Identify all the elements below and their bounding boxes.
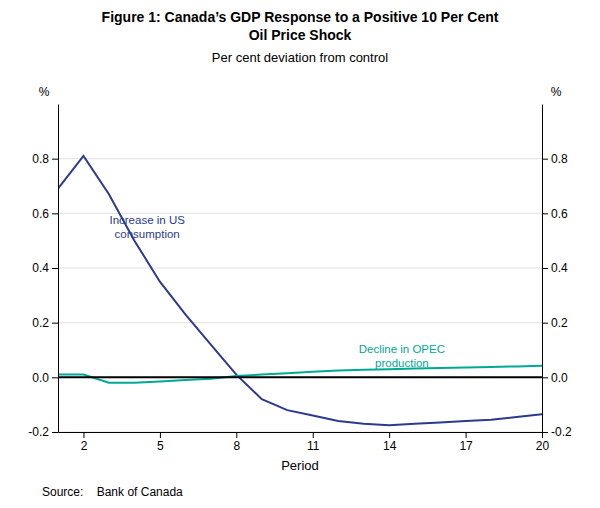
- title-line: Figure 1: Canada’s GDP Response to a Pos…: [102, 9, 499, 25]
- title-line: Oil Price Shock: [249, 27, 352, 43]
- grid: [58, 159, 542, 432]
- tick: 0.6: [32, 207, 58, 221]
- tick-label: 17: [459, 439, 473, 453]
- tick-label: 0.0: [551, 371, 568, 385]
- plot-area: [58, 156, 542, 425]
- tick: -0.2: [28, 425, 58, 439]
- tick-label: 5: [157, 439, 164, 453]
- tick-label: 0.0: [32, 371, 49, 385]
- tick-mark: [542, 268, 548, 269]
- tick-label: 0.6: [551, 207, 568, 221]
- tick-label: -0.2: [28, 425, 49, 439]
- tick: 17: [459, 432, 473, 453]
- grid-line: [58, 377, 542, 378]
- tick-label: 11: [307, 439, 320, 453]
- tick: 11: [307, 432, 320, 453]
- grid-line: [58, 432, 542, 433]
- tick-mark: [542, 432, 548, 433]
- tick: 0.8: [32, 152, 58, 166]
- tick-mark: [52, 213, 58, 214]
- tick: 5: [157, 432, 164, 453]
- tick-label: 2: [81, 439, 88, 453]
- tick-mark: [52, 323, 58, 324]
- grid-line: [58, 322, 542, 323]
- tick-label: 0.4: [32, 261, 49, 275]
- annotation: Increase in US consumption: [109, 214, 185, 240]
- chart: Figure 1: Canada’s GDP Response to a Pos…: [0, 0, 600, 508]
- series-line: [58, 156, 542, 425]
- tick: -0.2: [542, 425, 572, 439]
- tick-label: 0.4: [551, 261, 568, 275]
- tick: 8: [233, 432, 240, 453]
- x-axis-title: Period: [281, 458, 319, 473]
- tick-mark: [52, 432, 58, 433]
- tick: 20: [536, 432, 550, 453]
- x-axis: 2 5 8 11 14 17 20: [59, 432, 550, 453]
- tick: 0.6: [542, 207, 568, 221]
- tick-mark: [313, 432, 314, 438]
- tick-label: 20: [536, 439, 550, 453]
- tick-label: 0.8: [551, 152, 568, 166]
- annotation-line: Increase in US: [109, 214, 185, 226]
- grid-line: [58, 268, 542, 269]
- axis-line: [58, 105, 59, 433]
- annotation-line: production: [375, 357, 429, 369]
- tick-mark: [542, 323, 548, 324]
- tick-mark: [542, 377, 548, 378]
- tick-mark: [542, 159, 548, 160]
- tick-label: 0.2: [32, 316, 49, 330]
- reference-line: [58, 376, 542, 378]
- grid-line: [58, 158, 542, 159]
- y-axis-title: %: [39, 85, 50, 99]
- y2-axis: -0.2 0.0 0.2 0.4 0.6 0.8: [542, 105, 572, 440]
- subtitle: Per cent deviation from control: [212, 50, 388, 65]
- tick-label: 14: [383, 439, 397, 453]
- tick-label: 0.2: [551, 316, 568, 330]
- tick-mark: [52, 268, 58, 269]
- title: Figure 1: Canada’s GDP Response to a Pos…: [102, 9, 499, 43]
- tick: 0.0: [32, 371, 58, 385]
- tick-mark: [542, 213, 548, 214]
- series-line: [58, 366, 542, 383]
- tick-mark: [52, 377, 58, 378]
- tick-label: 0.6: [32, 207, 49, 221]
- tick-label: 0.8: [32, 152, 49, 166]
- tick-mark: [160, 432, 161, 438]
- source: Source: Bank of Canada: [42, 485, 183, 499]
- tick-label: 8: [233, 439, 240, 453]
- tick: 0.2: [32, 316, 58, 330]
- tick: 0.4: [32, 261, 58, 275]
- y2-axis-title: %: [551, 85, 562, 99]
- annotation-line: consumption: [115, 228, 180, 240]
- tick-mark: [52, 159, 58, 160]
- y-axis: -0.2 0.0 0.2 0.4 0.6 0.8: [28, 105, 58, 440]
- tick-mark: [236, 432, 237, 438]
- annotation: Decline in OPEC production: [359, 343, 445, 369]
- tick-label: -0.2: [551, 425, 572, 439]
- tick: 0.2: [542, 316, 568, 330]
- tick: 0.8: [542, 152, 568, 166]
- tick: 0.0: [542, 371, 568, 385]
- tick: 2: [81, 432, 88, 453]
- axis-line: [59, 432, 543, 433]
- annotation-line: Decline in OPEC: [359, 343, 445, 355]
- tick-mark: [83, 432, 84, 438]
- tick: 0.4: [542, 261, 568, 275]
- tick-mark: [466, 432, 467, 438]
- tick: 14: [383, 432, 397, 453]
- tick-mark: [389, 432, 390, 438]
